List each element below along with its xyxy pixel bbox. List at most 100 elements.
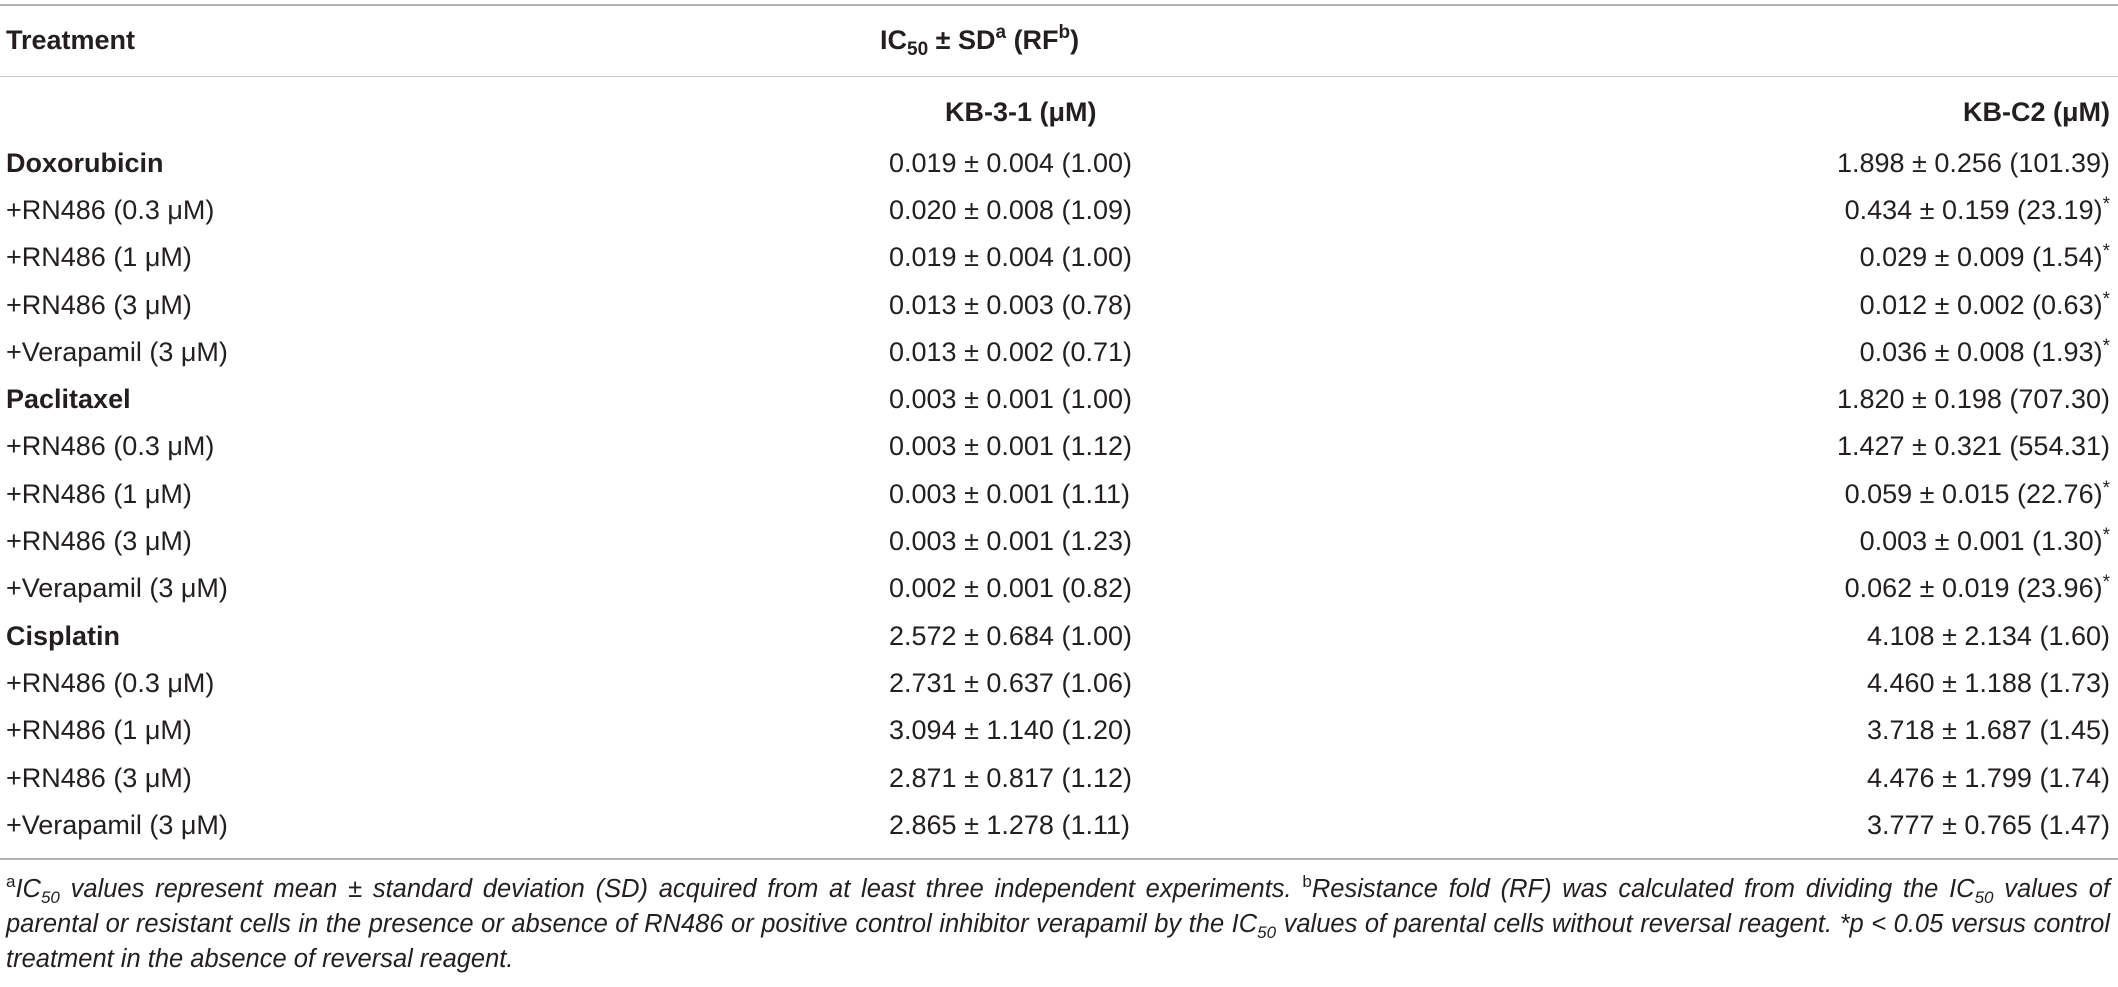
kb31-value: 0.020 ± 0.008 (1.09) bbox=[889, 194, 1132, 225]
kb31-value-cell: 2.731 ± 0.637 (1.06) bbox=[806, 659, 1386, 706]
kbc2-value-cell: 1.898 ± 0.256 (101.39) bbox=[1386, 139, 2118, 186]
kb31-value: 0.002 ± 0.001 (0.82) bbox=[889, 573, 1132, 604]
significance-marker: * bbox=[2102, 241, 2110, 263]
ic50-column-header: IC50 ± SDa (RFb) bbox=[880, 22, 1080, 60]
kb31-value: 2.865 ± 1.278 (1.11) bbox=[889, 809, 1130, 840]
kb31-value-cell: 0.020 ± 0.008 (1.09) bbox=[806, 186, 1386, 233]
kb31-value-cell: 0.003 ± 0.001 (1.00) bbox=[806, 375, 1386, 422]
table-footnote: aIC50 values represent mean ± standard d… bbox=[6, 872, 2110, 973]
kbc2-value: 0.003 ± 0.001 (1.30) bbox=[1859, 526, 2103, 557]
treatment-cell: +RN486 (1 μM) bbox=[6, 478, 192, 509]
kb31-value-cell: 2.572 ± 0.684 (1.00) bbox=[806, 612, 1386, 659]
kb31-value: 2.572 ± 0.684 (1.00) bbox=[889, 620, 1132, 651]
table-row: Cisplatin 2.572 ± 0.684 (1.00) 4.108 ± 2.1… bbox=[0, 612, 2118, 659]
kbc2-value-cell: 0.029 ± 0.009 (1.54)* bbox=[1386, 234, 2118, 281]
treatment-cell: +Verapamil (3 μM) bbox=[6, 573, 228, 604]
kbc2-value-cell: 3.777 ± 0.765 (1.47) bbox=[1386, 801, 2118, 848]
kbc2-value-cell: 3.718 ± 1.687 (1.45) bbox=[1386, 707, 2118, 754]
kbc2-value-cell: 4.476 ± 1.799 (1.74) bbox=[1386, 754, 2118, 801]
treatment-column-header: Treatment bbox=[6, 25, 136, 55]
treatment-cell: +RN486 (0.3 μM) bbox=[6, 431, 215, 462]
kb31-value-cell: 3.094 ± 1.140 (1.20) bbox=[806, 707, 1386, 754]
table-row: +RN486 (1 μM) 0.019 ± 0.004 (1.00) 0.029 ±… bbox=[0, 234, 2118, 281]
kbc2-value: 4.108 ± 2.134 (1.60) bbox=[1867, 620, 2110, 651]
kbc2-value-cell: 0.036 ± 0.008 (1.93)* bbox=[1386, 328, 2118, 375]
significance-marker: * bbox=[2102, 525, 2110, 547]
kbc2-value: 0.029 ± 0.009 (1.54) bbox=[1859, 242, 2103, 273]
significance-marker: * bbox=[2102, 477, 2110, 499]
kbc2-value: 0.059 ± 0.015 (22.76) bbox=[1844, 478, 2103, 509]
significance-marker: * bbox=[2102, 335, 2110, 357]
kbc2-value: 4.460 ± 1.188 (1.73) bbox=[1867, 667, 2110, 698]
kbc2-value: 1.898 ± 0.256 (101.39) bbox=[1836, 147, 2110, 178]
treatment-cell: +RN486 (1 μM) bbox=[6, 242, 192, 273]
kbc2-value-cell: 0.059 ± 0.015 (22.76)* bbox=[1386, 470, 2118, 517]
treatment-cell: +Verapamil (3 μM) bbox=[6, 336, 228, 367]
kb31-value: 3.094 ± 1.140 (1.20) bbox=[889, 715, 1132, 746]
table-row: +RN486 (1 μM) 0.003 ± 0.001 (1.11) 0.059 ±… bbox=[0, 470, 2118, 517]
table-row: +RN486 (0.3 μM) 0.020 ± 0.008 (1.09) 0.434… bbox=[0, 186, 2118, 233]
table-row: +Verapamil (3 μM) 0.013 ± 0.002 (0.71) 0.0… bbox=[0, 328, 2118, 375]
kb31-value: 0.013 ± 0.003 (0.78) bbox=[889, 289, 1132, 320]
kb31-value-cell: 0.013 ± 0.003 (0.78) bbox=[806, 281, 1386, 328]
table-row: +RN486 (1 μM) 3.094 ± 1.140 (1.20) 3.718 ±… bbox=[0, 707, 2118, 754]
kbc2-value: 0.434 ± 0.159 (23.19) bbox=[1844, 194, 2103, 225]
kb31-value-cell: 0.003 ± 0.001 (1.11) bbox=[806, 470, 1386, 517]
header-rule bbox=[0, 76, 2118, 77]
kbc2-value-cell: 0.003 ± 0.001 (1.30)* bbox=[1386, 517, 2118, 564]
table-row: +RN486 (3 μM) 0.013 ± 0.003 (0.78) 0.012 ±… bbox=[0, 281, 2118, 328]
table-body: Doxorubicin 0.019 ± 0.004 (1.00) 1.898 ± 0… bbox=[0, 139, 2118, 848]
kbc2-value-cell: 0.012 ± 0.002 (0.63)* bbox=[1386, 281, 2118, 328]
kb31-value-cell: 0.019 ± 0.004 (1.00) bbox=[806, 234, 1386, 281]
table-row: +Verapamil (3 μM) 0.002 ± 0.001 (0.82) 0.0… bbox=[0, 565, 2118, 612]
kbc2-value: 0.036 ± 0.008 (1.93) bbox=[1859, 336, 2103, 367]
treatment-cell: +RN486 (3 μM) bbox=[6, 289, 192, 320]
treatment-cell: +RN486 (0.3 μM) bbox=[6, 667, 215, 698]
table-row: Paclitaxel 0.003 ± 0.001 (1.00) 1.820 ± 0.… bbox=[0, 375, 2118, 422]
kbc2-value-cell: 0.062 ± 0.019 (23.96)* bbox=[1386, 565, 2118, 612]
kbc2-value-cell: 1.820 ± 0.198 (707.30) bbox=[1386, 375, 2118, 422]
kb31-value-cell: 2.865 ± 1.278 (1.11) bbox=[806, 801, 1386, 848]
kb31-value-cell: 0.003 ± 0.001 (1.12) bbox=[806, 423, 1386, 470]
significance-marker: * bbox=[2102, 572, 2110, 594]
kb31-value-cell: 0.002 ± 0.001 (0.82) bbox=[806, 565, 1386, 612]
kb31-value-cell: 0.003 ± 0.001 (1.23) bbox=[806, 517, 1386, 564]
kbc2-value-cell: 4.108 ± 2.134 (1.60) bbox=[1386, 612, 2118, 659]
kbc2-value: 0.062 ± 0.019 (23.96) bbox=[1844, 573, 2103, 604]
table-row: +RN486 (0.3 μM) 2.731 ± 0.637 (1.06) 4.460… bbox=[0, 659, 2118, 706]
data-table: Doxorubicin 0.019 ± 0.004 (1.00) 1.898 ± 0… bbox=[0, 139, 2118, 848]
bottom-rule bbox=[0, 858, 2118, 860]
kb31-value: 0.003 ± 0.001 (1.23) bbox=[889, 526, 1132, 557]
drug-name-cell: Paclitaxel bbox=[6, 384, 131, 415]
kbc2-value: 1.427 ± 0.321 (554.31) bbox=[1836, 431, 2110, 462]
kb31-value-cell: 2.871 ± 0.817 (1.12) bbox=[806, 754, 1386, 801]
kbc2-value-cell: 4.460 ± 1.188 (1.73) bbox=[1386, 659, 2118, 706]
treatment-cell: +RN486 (1 μM) bbox=[6, 715, 192, 746]
kbc2-value: 0.012 ± 0.002 (0.63) bbox=[1859, 289, 2103, 320]
kb31-value: 0.003 ± 0.001 (1.11) bbox=[889, 478, 1130, 509]
kbc2-value: 4.476 ± 1.799 (1.74) bbox=[1867, 762, 2110, 793]
kbc2-column-header: KB-C2 (μM) bbox=[1963, 97, 2110, 127]
kb31-value: 2.731 ± 0.637 (1.06) bbox=[889, 667, 1132, 698]
table-row: +RN486 (3 μM) 2.871 ± 0.817 (1.12) 4.476 ±… bbox=[0, 754, 2118, 801]
table-row: +RN486 (3 μM) 0.003 ± 0.001 (1.23) 0.003 ±… bbox=[0, 517, 2118, 564]
treatment-cell: +RN486 (3 μM) bbox=[6, 526, 192, 557]
kb31-value: 0.003 ± 0.001 (1.12) bbox=[889, 431, 1132, 462]
kb31-value: 2.871 ± 0.817 (1.12) bbox=[889, 762, 1132, 793]
significance-marker: * bbox=[2102, 193, 2110, 215]
kbc2-value-cell: 0.434 ± 0.159 (23.19)* bbox=[1386, 186, 2118, 233]
kbc2-value: 3.777 ± 0.765 (1.47) bbox=[1867, 809, 2110, 840]
kbc2-value-cell: 1.427 ± 0.321 (554.31) bbox=[1386, 423, 2118, 470]
table-row: +RN486 (0.3 μM) 0.003 ± 0.001 (1.12) 1.427… bbox=[0, 423, 2118, 470]
kbc2-value: 1.820 ± 0.198 (707.30) bbox=[1836, 384, 2110, 415]
table-row: Doxorubicin 0.019 ± 0.004 (1.00) 1.898 ± 0… bbox=[0, 139, 2118, 186]
kb31-value-cell: 0.013 ± 0.002 (0.71) bbox=[806, 328, 1386, 375]
kb31-value: 0.003 ± 0.001 (1.00) bbox=[889, 384, 1132, 415]
kb31-column-header: KB-3-1 (μM) bbox=[945, 97, 1097, 127]
top-rule bbox=[0, 4, 2118, 6]
kb31-value: 0.019 ± 0.004 (1.00) bbox=[889, 242, 1132, 273]
kbc2-value: 3.718 ± 1.687 (1.45) bbox=[1867, 715, 2110, 746]
drug-name-cell: Doxorubicin bbox=[6, 147, 164, 178]
kb31-value-cell: 0.019 ± 0.004 (1.00) bbox=[806, 139, 1386, 186]
